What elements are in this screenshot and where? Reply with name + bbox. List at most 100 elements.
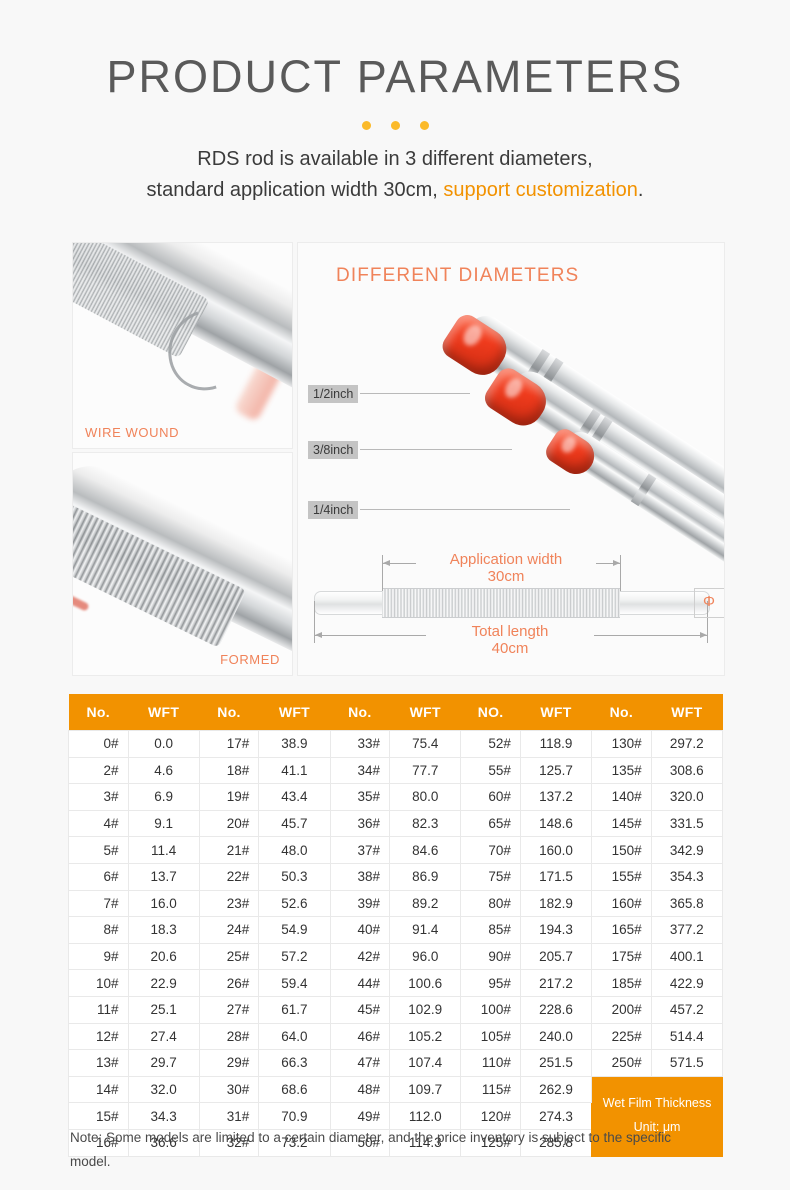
table-cell-no: 160# bbox=[591, 889, 652, 918]
table-cell-wft: 6.9 bbox=[127, 783, 200, 811]
application-width-text: Application width 30cm bbox=[416, 551, 596, 586]
table-cell-wft: 571.5 bbox=[650, 1049, 724, 1077]
table-cell-wft: 457.2 bbox=[650, 995, 724, 1024]
table-cell-no: 70# bbox=[460, 836, 521, 864]
table-body: 0# 0.0 17# 38.9 33# 75.4 52# 118.9 130# 297.2 2# 4.… bbox=[68, 730, 724, 1157]
table-row: 5# 11.4 21# 48.0 37# 84.6 70# 160.0 150# 342.9 bbox=[68, 836, 724, 864]
page-subtitle: RDS rod is available in 3 different diam… bbox=[0, 144, 790, 206]
wft-parameters-table: No. WFT No. WFT No. WFT NO. WFT No. WFT 0# 0.0 17# 3… bbox=[68, 694, 724, 1157]
table-cell-no: 175# bbox=[591, 942, 652, 971]
leader-line bbox=[360, 393, 470, 394]
table-cell-wft: 22.9 bbox=[127, 969, 200, 997]
table-cell-no: 185# bbox=[591, 969, 652, 997]
table-cell-wft: 125.7 bbox=[519, 756, 593, 785]
table-cell-wft: 18.3 bbox=[127, 916, 200, 944]
page-header: PRODUCT PARAMETERS RDS rod is available … bbox=[0, 0, 790, 206]
table-cell-wft: 217.2 bbox=[519, 969, 593, 997]
table-cell-no: 110# bbox=[460, 1049, 521, 1077]
table-cell-no: 225# bbox=[591, 1022, 652, 1051]
table-cell-no: 28# bbox=[198, 1022, 260, 1051]
table-cell-wft: 68.6 bbox=[258, 1075, 331, 1104]
table-cell-wft: 82.3 bbox=[389, 809, 462, 838]
table-cell-no: 15# bbox=[68, 1102, 129, 1130]
table-cell-wft: 32.0 bbox=[127, 1075, 200, 1104]
label-quarter-inch: 1/4inch bbox=[308, 501, 359, 519]
table-cell-no: 3# bbox=[68, 783, 129, 811]
table-cell-no: 45# bbox=[329, 995, 391, 1024]
photo-label-formed: FORMED bbox=[220, 652, 280, 667]
table-cell-wft: 27.4 bbox=[127, 1022, 200, 1051]
table-cell-wft: 9.1 bbox=[127, 809, 200, 838]
diameters-diagram-panel: DIFFERENT DIAMETERS 1/2inch 3/8inch 1/4i… bbox=[297, 242, 725, 676]
table-cell-no: 100# bbox=[460, 995, 521, 1024]
table-header-row: No. WFT No. WFT No. WFT NO. WFT No. WFT bbox=[68, 694, 723, 731]
table-cell-wft: 70.9 bbox=[258, 1102, 331, 1130]
photo-formed: FORMED bbox=[72, 452, 293, 676]
table-cell-no: 22# bbox=[198, 862, 260, 891]
table-cell-no: 27# bbox=[198, 995, 260, 1024]
total-length-value: 40cm bbox=[491, 640, 529, 658]
table-cell-wft: 251.5 bbox=[519, 1049, 593, 1077]
dim-tick bbox=[707, 601, 708, 643]
table-cell-no: 42# bbox=[329, 942, 391, 971]
table-cell-no: 37# bbox=[329, 836, 391, 864]
application-width-label: Application width bbox=[449, 551, 563, 568]
table-cell-no: 150# bbox=[591, 836, 652, 864]
phi-symbol-icon: Φ bbox=[703, 593, 715, 610]
dot-icon bbox=[361, 121, 371, 130]
table-cell-no: 105# bbox=[460, 1022, 521, 1051]
table-cell-wft: 228.6 bbox=[519, 995, 593, 1024]
table-cell-wft: 285.8 bbox=[519, 1128, 593, 1157]
table-cell-wft: 105.2 bbox=[389, 1022, 462, 1051]
table-cell-wft: 400.1 bbox=[650, 942, 724, 971]
table-cell-no: 17# bbox=[198, 730, 260, 758]
leader-line bbox=[360, 509, 570, 510]
legend-line-1: Wet Film Thickness bbox=[602, 1096, 712, 1111]
table-header-wft-9: WFT bbox=[651, 694, 723, 731]
dim-tick bbox=[314, 601, 315, 643]
dim-tick bbox=[382, 555, 383, 591]
table-cell-wft: 262.9 bbox=[519, 1075, 593, 1104]
total-length-label: Total length bbox=[471, 623, 549, 640]
table-cell-no: 20# bbox=[198, 809, 260, 838]
table-cell-wft: 100.6 bbox=[389, 969, 462, 997]
table-cell-wft: 38.9 bbox=[258, 730, 331, 758]
application-width-value: 30cm bbox=[487, 568, 525, 586]
arrow-left-icon bbox=[383, 560, 390, 566]
table-cell-no: 5# bbox=[68, 836, 129, 864]
table-cell-wft: 365.8 bbox=[650, 889, 724, 918]
table-cell-no: 30# bbox=[198, 1075, 260, 1104]
table-cell-wft: 11.4 bbox=[127, 836, 200, 864]
table-row: 16# 36.6 32# 73.2 50# 114.3 125# 285.8 bbox=[68, 1128, 723, 1157]
table-header-no-0: No. bbox=[68, 694, 128, 731]
table-cell-no: 26# bbox=[198, 969, 260, 997]
table-cell-wft: 89.2 bbox=[389, 889, 462, 918]
table-cell-no: 48# bbox=[329, 1075, 391, 1104]
label-half-inch: 1/2inch bbox=[308, 385, 359, 403]
table-cell-wft: 109.7 bbox=[389, 1075, 462, 1104]
table-cell-no: 40# bbox=[329, 916, 391, 944]
legend-line-2: Unit: μm bbox=[633, 1120, 681, 1135]
table-cell-no: 125# bbox=[460, 1128, 521, 1157]
table-cell-wft: 16.0 bbox=[127, 889, 200, 918]
table-cell-no: 46# bbox=[329, 1022, 391, 1051]
table-cell-wft: 77.7 bbox=[389, 756, 462, 785]
table-cell-wft: 20.6 bbox=[127, 942, 200, 971]
table-row: 10# 22.9 26# 59.4 44# 100.6 95# 217.2 185# 422.9 bbox=[68, 969, 724, 997]
table-cell-wft: 64.0 bbox=[258, 1022, 331, 1051]
table-cell-no: 75# bbox=[460, 862, 521, 891]
table-cell-wft: 54.9 bbox=[258, 916, 331, 944]
table-cell-no: 13# bbox=[68, 1049, 129, 1077]
table-cell-wft: 160.0 bbox=[519, 836, 593, 864]
table-cell-no: 115# bbox=[460, 1075, 521, 1104]
table-cell-no: 32# bbox=[198, 1128, 260, 1157]
table-cell-wft: 114.3 bbox=[389, 1128, 462, 1157]
table-cell-wft: 102.9 bbox=[389, 995, 462, 1024]
table-cell-wft: 57.2 bbox=[258, 942, 331, 971]
media-block: WIRE WOUND FORMED DIFFERENT DIAMETERS 1/… bbox=[72, 242, 725, 676]
table-cell-wft: 29.7 bbox=[127, 1049, 200, 1077]
table-cell-wft: 171.5 bbox=[519, 862, 593, 891]
table-cell-wft: 194.3 bbox=[519, 916, 593, 944]
table-cell-no: 6# bbox=[68, 862, 129, 891]
table-cell-no: 25# bbox=[198, 942, 260, 971]
